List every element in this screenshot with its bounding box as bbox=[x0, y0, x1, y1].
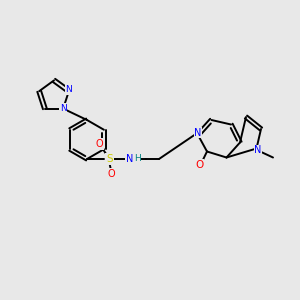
Text: H: H bbox=[134, 154, 140, 163]
Text: N: N bbox=[65, 85, 72, 94]
Text: N: N bbox=[254, 145, 262, 155]
Text: N: N bbox=[126, 154, 133, 164]
Text: O: O bbox=[107, 169, 115, 179]
Text: O: O bbox=[195, 160, 204, 170]
Text: N: N bbox=[194, 128, 202, 138]
Text: N: N bbox=[60, 104, 67, 113]
Text: S: S bbox=[106, 154, 113, 164]
Text: O: O bbox=[95, 139, 103, 149]
